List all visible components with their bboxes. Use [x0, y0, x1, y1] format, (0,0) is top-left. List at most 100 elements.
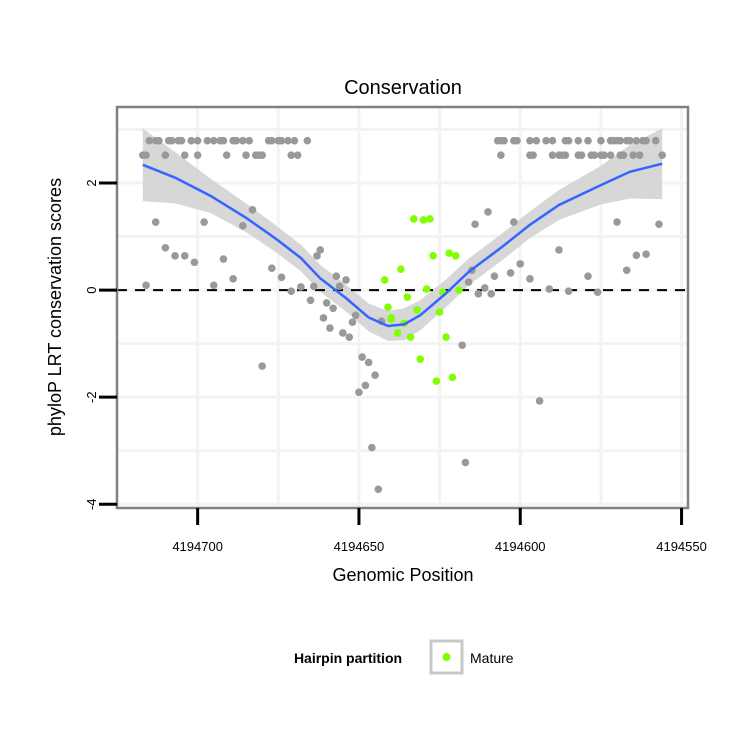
- other-point: [361, 381, 370, 390]
- x-tick-label: 4194650: [334, 539, 385, 554]
- mature-point: [455, 286, 463, 294]
- other-point: [161, 151, 170, 159]
- other-point: [480, 284, 489, 292]
- mature-point: [422, 285, 431, 293]
- legend: Hairpin partition Mature: [294, 639, 514, 675]
- legend-title: Hairpin partition: [294, 650, 402, 666]
- other-point: [200, 218, 208, 226]
- other-point: [277, 273, 286, 282]
- other-point: [193, 151, 202, 159]
- other-point: [151, 218, 160, 226]
- other-point: [526, 136, 534, 145]
- x-tick-label: 4194700: [172, 539, 223, 554]
- other-point: [371, 371, 379, 380]
- other-point: [190, 258, 199, 267]
- other-point: [574, 136, 583, 145]
- data-points: [139, 136, 666, 494]
- other-point: [564, 287, 573, 295]
- other-point: [277, 136, 286, 145]
- other-point: [287, 287, 296, 295]
- other-point: [180, 252, 189, 260]
- other-point: [239, 136, 247, 145]
- other-point: [555, 246, 563, 254]
- mature-point: [432, 377, 441, 385]
- mature-point: [397, 265, 405, 274]
- x-tick-label: 4194550: [656, 539, 707, 554]
- smooth-line: [142, 162, 663, 328]
- other-point: [187, 136, 195, 145]
- other-point: [606, 151, 615, 159]
- other-point: [635, 151, 644, 159]
- other-point: [584, 272, 592, 280]
- other-point: [290, 136, 299, 145]
- y-tick-label: 2: [84, 179, 99, 186]
- legend-entry-mature: Mature: [470, 650, 514, 666]
- y-axis: 2 0 -2 -4: [84, 179, 117, 510]
- other-point: [155, 136, 163, 145]
- other-point: [626, 136, 634, 145]
- other-point: [142, 281, 150, 290]
- other-point: [209, 281, 218, 290]
- mature-point: [426, 215, 434, 223]
- other-point: [161, 244, 170, 252]
- mature-point: [451, 252, 460, 260]
- other-point: [593, 288, 602, 297]
- other-point: [309, 282, 318, 291]
- other-point: [655, 220, 663, 229]
- other-point: [658, 151, 666, 159]
- other-point: [651, 136, 660, 145]
- legend-key-mature-dot: [442, 653, 451, 661]
- other-point: [222, 151, 231, 159]
- other-point: [590, 151, 599, 159]
- other-point: [258, 151, 266, 159]
- other-point: [584, 136, 592, 145]
- other-point: [364, 358, 373, 367]
- other-point: [458, 341, 466, 350]
- other-point: [303, 136, 312, 145]
- other-point: [632, 136, 641, 145]
- other-point: [545, 285, 554, 293]
- other-point: [355, 388, 363, 397]
- other-point: [322, 299, 331, 307]
- other-point: [374, 485, 383, 494]
- other-point: [332, 272, 341, 280]
- mature-point: [445, 249, 454, 257]
- mature-point: [409, 215, 418, 223]
- other-point: [632, 251, 641, 260]
- other-point: [319, 314, 328, 322]
- other-point: [287, 151, 296, 159]
- mature-point: [406, 333, 415, 342]
- other-point: [516, 260, 525, 268]
- y-tick-label: -2: [84, 391, 99, 403]
- other-point: [487, 290, 496, 298]
- other-point: [306, 296, 315, 305]
- other-point: [532, 136, 541, 145]
- other-point: [642, 250, 650, 259]
- other-point: [613, 218, 621, 226]
- other-point: [474, 290, 483, 298]
- other-point: [622, 266, 631, 275]
- mature-point: [416, 355, 425, 363]
- x-axis-label: Genomic Position: [332, 565, 473, 585]
- other-point: [209, 136, 218, 145]
- other-point: [597, 136, 605, 145]
- other-point: [297, 283, 305, 291]
- mature-point: [442, 333, 450, 342]
- mature-point: [387, 315, 396, 323]
- other-point: [219, 136, 228, 145]
- other-point: [239, 222, 247, 230]
- other-point: [509, 218, 518, 226]
- x-axis: 4194700 4194650 4194600 4194550: [172, 508, 707, 554]
- other-point: [535, 397, 544, 405]
- other-point: [219, 255, 228, 263]
- other-point: [229, 275, 237, 283]
- other-point: [232, 136, 241, 145]
- other-point: [506, 269, 515, 277]
- other-point: [203, 136, 212, 145]
- x-tick-label: 4194600: [495, 539, 546, 554]
- other-point: [193, 136, 202, 145]
- other-point: [168, 136, 176, 145]
- other-point: [268, 136, 276, 145]
- other-point: [242, 151, 250, 159]
- other-point: [548, 151, 557, 159]
